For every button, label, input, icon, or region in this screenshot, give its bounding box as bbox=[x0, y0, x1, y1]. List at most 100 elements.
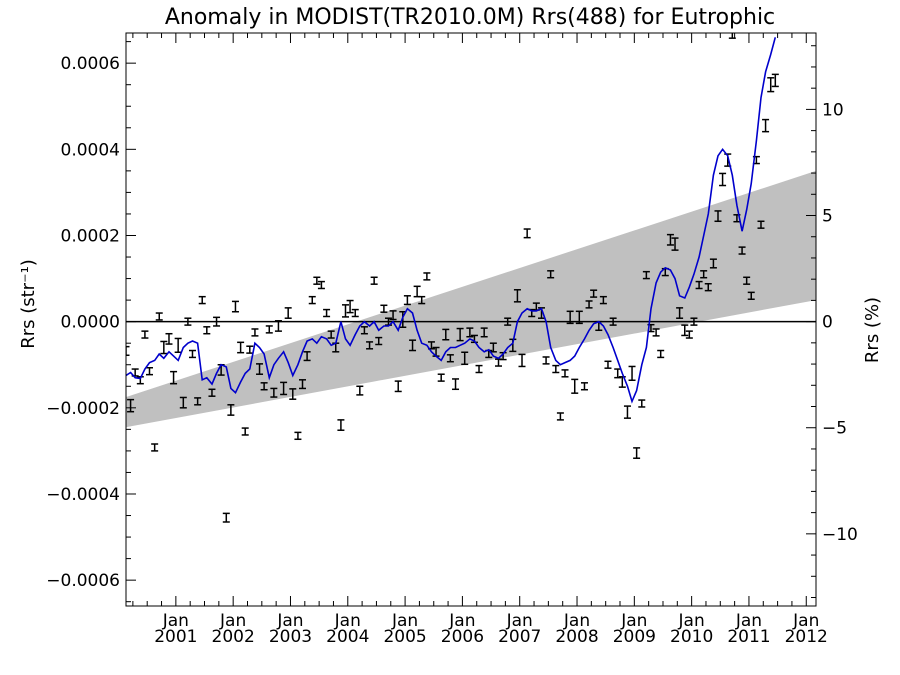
error-bar-60 bbox=[409, 339, 417, 352]
error-bar-48 bbox=[351, 308, 359, 318]
x-tick-year: 2004 bbox=[326, 627, 369, 647]
error-bar-90 bbox=[552, 364, 560, 374]
x-tick-month: Jan bbox=[678, 611, 705, 631]
error-bar-71 bbox=[461, 351, 469, 366]
error-bar-42 bbox=[323, 308, 331, 318]
error-bar-40 bbox=[313, 276, 321, 285]
error-bar-18 bbox=[208, 388, 216, 397]
error-bar-123 bbox=[709, 258, 717, 269]
error-bar-134 bbox=[762, 118, 770, 133]
error-bar-75 bbox=[480, 327, 488, 338]
error-bar-135 bbox=[767, 77, 775, 93]
error-bar-108 bbox=[638, 399, 646, 408]
error-bar-121 bbox=[700, 270, 708, 279]
error-bar-13 bbox=[184, 317, 192, 326]
x-tick-year: 2012 bbox=[785, 627, 828, 647]
error-bar-19 bbox=[213, 316, 221, 327]
error-bar-1 bbox=[127, 398, 135, 413]
error-bar-32 bbox=[274, 320, 282, 332]
x-tick-month: Jan bbox=[563, 611, 590, 631]
error-bar-49 bbox=[356, 385, 364, 396]
error-bar-118 bbox=[685, 330, 693, 339]
y2-tick-label: 0 bbox=[822, 313, 833, 333]
error-bar-131 bbox=[747, 291, 755, 301]
x-tick-month: Jan bbox=[620, 611, 647, 631]
error-bar-53 bbox=[375, 336, 383, 346]
x-tick-month: Jan bbox=[334, 611, 361, 631]
error-bar-39 bbox=[308, 295, 316, 305]
error-bar-46 bbox=[341, 304, 349, 318]
plot-frame bbox=[125, 32, 817, 607]
y2-tick-label: −5 bbox=[822, 419, 847, 439]
x-tick-year: 2005 bbox=[383, 627, 426, 647]
error-bar-111 bbox=[652, 328, 660, 337]
x-tick-month: Jan bbox=[162, 611, 189, 631]
y-axis-label-left: Rrs (str⁻¹) bbox=[18, 259, 39, 349]
error-bar-106 bbox=[628, 365, 636, 381]
error-bar-84 bbox=[523, 228, 531, 239]
error-bar-83 bbox=[518, 353, 526, 368]
y-tick-label: −0.0002 bbox=[46, 399, 120, 419]
y-tick-label: 0.0000 bbox=[61, 313, 120, 333]
error-bar-9 bbox=[165, 332, 173, 345]
error-bar-38 bbox=[303, 351, 311, 362]
x-tick-year: 2007 bbox=[498, 627, 541, 647]
error-bar-89 bbox=[547, 270, 555, 279]
error-bar-100 bbox=[599, 295, 607, 305]
error-bar-15 bbox=[194, 397, 202, 406]
error-bar-69 bbox=[452, 378, 460, 391]
error-bar-52 bbox=[370, 276, 378, 285]
error-bar-129 bbox=[738, 246, 746, 255]
y-tick-label: 0.0006 bbox=[61, 54, 120, 74]
smoothed-line bbox=[126, 37, 777, 404]
error-bar-24 bbox=[237, 341, 245, 354]
plot-clip-group bbox=[126, 33, 816, 523]
error-bar-112 bbox=[657, 349, 665, 359]
error-bar-117 bbox=[681, 324, 689, 337]
error-bar-51 bbox=[366, 341, 374, 350]
y2-tick-label: −10 bbox=[822, 525, 858, 545]
x-tick-month: Jan bbox=[735, 611, 762, 631]
error-bar-104 bbox=[618, 376, 626, 388]
error-bar-28 bbox=[256, 363, 264, 375]
error-bar-8 bbox=[160, 340, 168, 355]
error-bar-6 bbox=[151, 443, 159, 452]
error-bar-116 bbox=[676, 307, 684, 319]
error-bar-119 bbox=[690, 317, 698, 326]
error-bar-25 bbox=[241, 427, 249, 436]
y-tick-label: −0.0006 bbox=[46, 571, 120, 591]
x-tick-year: 2008 bbox=[555, 627, 598, 647]
error-bar-50 bbox=[360, 326, 368, 335]
error-bar-102 bbox=[609, 317, 617, 326]
error-bar-31 bbox=[270, 387, 278, 398]
error-bar-17 bbox=[203, 326, 211, 335]
error-bar-0 bbox=[126, 345, 130, 357]
error-bar-30 bbox=[265, 325, 273, 334]
error-bar-125 bbox=[719, 172, 727, 187]
y-tick-label: −0.0004 bbox=[46, 485, 120, 505]
error-bar-88 bbox=[542, 356, 550, 365]
axes: −0.0006 −0.0004 −0.0002 0.0000 0.0002 0.0004 0… bbox=[46, 32, 858, 647]
error-bar-34 bbox=[284, 307, 292, 319]
error-bar-27 bbox=[251, 328, 259, 337]
error-bar-82 bbox=[513, 289, 521, 303]
error-bar-59 bbox=[403, 295, 411, 306]
error-bar-57 bbox=[394, 380, 402, 393]
error-bar-120 bbox=[695, 280, 703, 290]
x-tick-year: 2002 bbox=[212, 627, 255, 647]
x-tick-year: 2010 bbox=[670, 627, 713, 647]
error-bar-136 bbox=[771, 73, 779, 88]
error-bar-114 bbox=[666, 233, 674, 246]
error-bar-11 bbox=[174, 337, 182, 353]
error-bar-93 bbox=[566, 310, 574, 325]
error-bar-105 bbox=[623, 405, 631, 419]
error-bar-41 bbox=[317, 280, 325, 290]
x-tick-year: 2003 bbox=[269, 627, 312, 647]
y-tick-label: 0.0002 bbox=[61, 226, 120, 246]
error-bar-36 bbox=[294, 431, 302, 441]
error-bar-101 bbox=[604, 360, 612, 369]
x-tick-month: Jan bbox=[219, 611, 246, 631]
error-bar-7 bbox=[155, 312, 163, 321]
error-bar-95 bbox=[575, 310, 583, 325]
